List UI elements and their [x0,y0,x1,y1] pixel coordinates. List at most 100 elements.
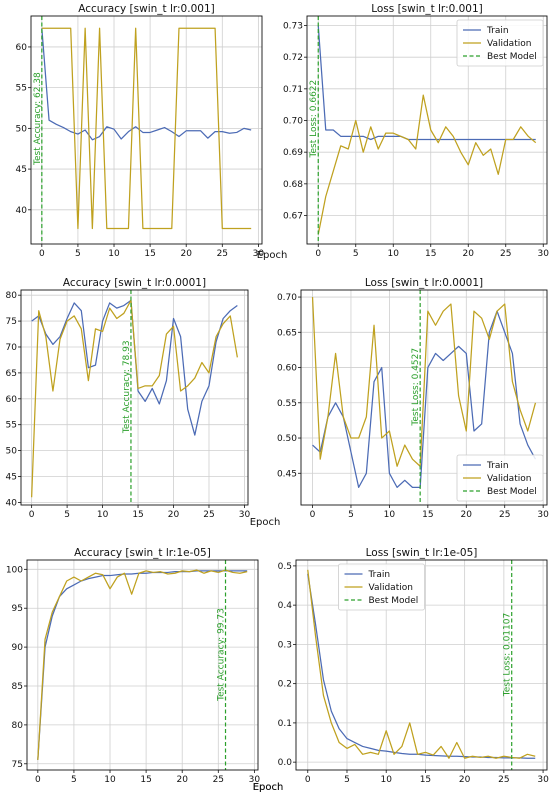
x-tick-label: 30 [537,775,549,785]
x-tick-label: 30 [537,510,549,520]
y-tick-label: 55 [6,421,17,431]
x-axis-label: Epoch [253,782,284,793]
legend-validation-label: Validation [487,39,531,49]
legend-best-model-label: Best Model [369,596,419,606]
legend-validation-label: Validation [369,583,413,593]
chart-panel-2: 0 5 10 15 20 25 30 0.67 0.68 0.69 0.70 0.71 0.72 0.73… [283,3,549,259]
y-tick-label: 0.70 [277,293,297,303]
x-tick-label: 30 [538,249,550,259]
y-tick-label: 90 [12,643,24,653]
y-tick-label: 0.0 [278,758,293,768]
validation-series-line [317,94,537,235]
x-tick-label: 15 [420,775,431,785]
chart-title: Accuracy [swin_t lr:0.001] [78,3,214,15]
y-tick-label: 75 [12,760,23,770]
x-tick-label: 25 [498,775,509,785]
legend-box [456,454,544,502]
x-tick-label: 5 [71,775,77,785]
best-model-annotation: Test Loss: 0.6622 [309,80,319,159]
x-tick-label: 30 [239,510,251,520]
x-tick-label: 10 [108,249,120,259]
legend: Train Validation Best Model [456,454,544,502]
legend-train-label: Train [368,570,391,580]
plot-frame [295,559,548,771]
legend-train-label: Train [486,26,509,36]
chart-panel-3: 0 5 10 15 20 25 30 40 45 50 55 60 65 70 75 80 Test Accur… [6,277,281,528]
x-axis-label: Epoch [250,517,281,528]
validation-series-line [31,299,238,498]
x-tick-label: 0 [35,775,41,785]
chart-panel-5: 0 5 10 15 20 25 30 75 80 85 90 95 100 Test Accuracy: … [6,547,284,793]
y-tick-label: 0.4 [278,601,293,611]
y-tick-label: 75 [6,317,17,327]
legend-train-label: Train [486,461,509,471]
x-axis-label: Epoch [257,250,288,261]
y-tick-label: 0.55 [277,399,297,409]
x-tick-label: 25 [217,249,228,259]
legend-box [338,563,425,611]
chart-panel-1: 0 5 10 15 20 25 30 40 45 50 55 60 Test Accuracy: 62.… [16,3,288,261]
y-tick-label: 0.71 [283,85,303,95]
validation-series-line [37,569,248,760]
y-tick-label: 0.3 [278,640,292,650]
x-tick-label: 0 [305,775,311,785]
best-model-annotation: Test Accuracy: 99.73 [217,608,227,702]
y-tick-label: 85 [12,682,23,692]
x-tick-label: 10 [97,510,109,520]
best-model-annotation: Test Accuracy: 62.38 [33,72,43,166]
x-tick-label: 25 [213,775,224,785]
plot-frame [26,559,259,771]
y-tick-label: 40 [16,206,28,216]
y-tick-label: 0.69 [283,148,303,158]
legend-validation-label: Validation [487,474,531,484]
y-tick-label: 60 [6,395,18,405]
x-tick-label: 0 [315,249,321,259]
legend: Train Validation Best Model [456,19,544,67]
y-tick-label: 40 [6,498,18,508]
x-tick-label: 15 [425,249,436,259]
y-tick-label: 50 [6,447,18,457]
train-series-line [41,28,252,141]
x-tick-label: 20 [176,775,188,785]
y-tick-label: 45 [16,165,27,175]
x-tick-label: 20 [168,510,180,520]
legend: Train Validation Best Model [338,563,425,611]
x-tick-label: 0 [39,249,45,259]
y-tick-label: 95 [12,604,23,614]
x-axis-label: Epoch [253,782,284,793]
train-series-line [31,299,238,436]
chart-panel-4: 0 5 10 15 20 25 30 0.45 0.50 0.55 0.60 0.65 0.70 Test… [277,277,549,520]
plot-frame [30,15,263,245]
y-tick-label: 0.60 [277,364,297,374]
legend-best-model-label: Best Model [487,487,537,497]
y-tick-label: 65 [6,369,17,379]
y-tick-label: 0.68 [283,180,303,190]
chart-panel-6: 0 5 10 15 20 25 30 0.0 0.1 0.2 0.3 0.4 0.5 Test Loss:… [253,547,549,793]
x-tick-label: 10 [380,775,392,785]
best-model-annotation: Test Loss: 0.4527 [411,348,421,427]
x-tick-label: 0 [29,510,35,520]
validation-series-line [307,569,536,759]
x-tick-label: 20 [463,249,475,259]
x-tick-label: 5 [344,775,350,785]
x-tick-label: 10 [104,775,116,785]
train-series-line [312,310,537,489]
y-tick-label: 0.5 [278,562,292,572]
y-tick-label: 50 [16,124,28,134]
best-model-annotation: Test Loss: 0.01107 [503,613,513,697]
x-tick-label: 30 [249,775,261,785]
x-tick-label: 20 [459,775,471,785]
x-tick-label: 15 [144,249,155,259]
x-tick-label: 15 [132,510,143,520]
x-tick-label: 25 [203,510,214,520]
x-tick-label: 30 [253,249,265,259]
best-model-annotation: Test Accuracy: 78.93 [122,340,132,434]
y-tick-label: 0.72 [283,53,303,63]
x-tick-label: 15 [422,510,433,520]
chart-title: Accuracy [swin_t lr:1e-05] [74,547,211,559]
chart-title: Loss [swin_t lr:0.001] [371,3,483,15]
x-tick-label: 5 [353,249,359,259]
plot-frame [20,289,249,506]
x-tick-label: 15 [140,775,151,785]
